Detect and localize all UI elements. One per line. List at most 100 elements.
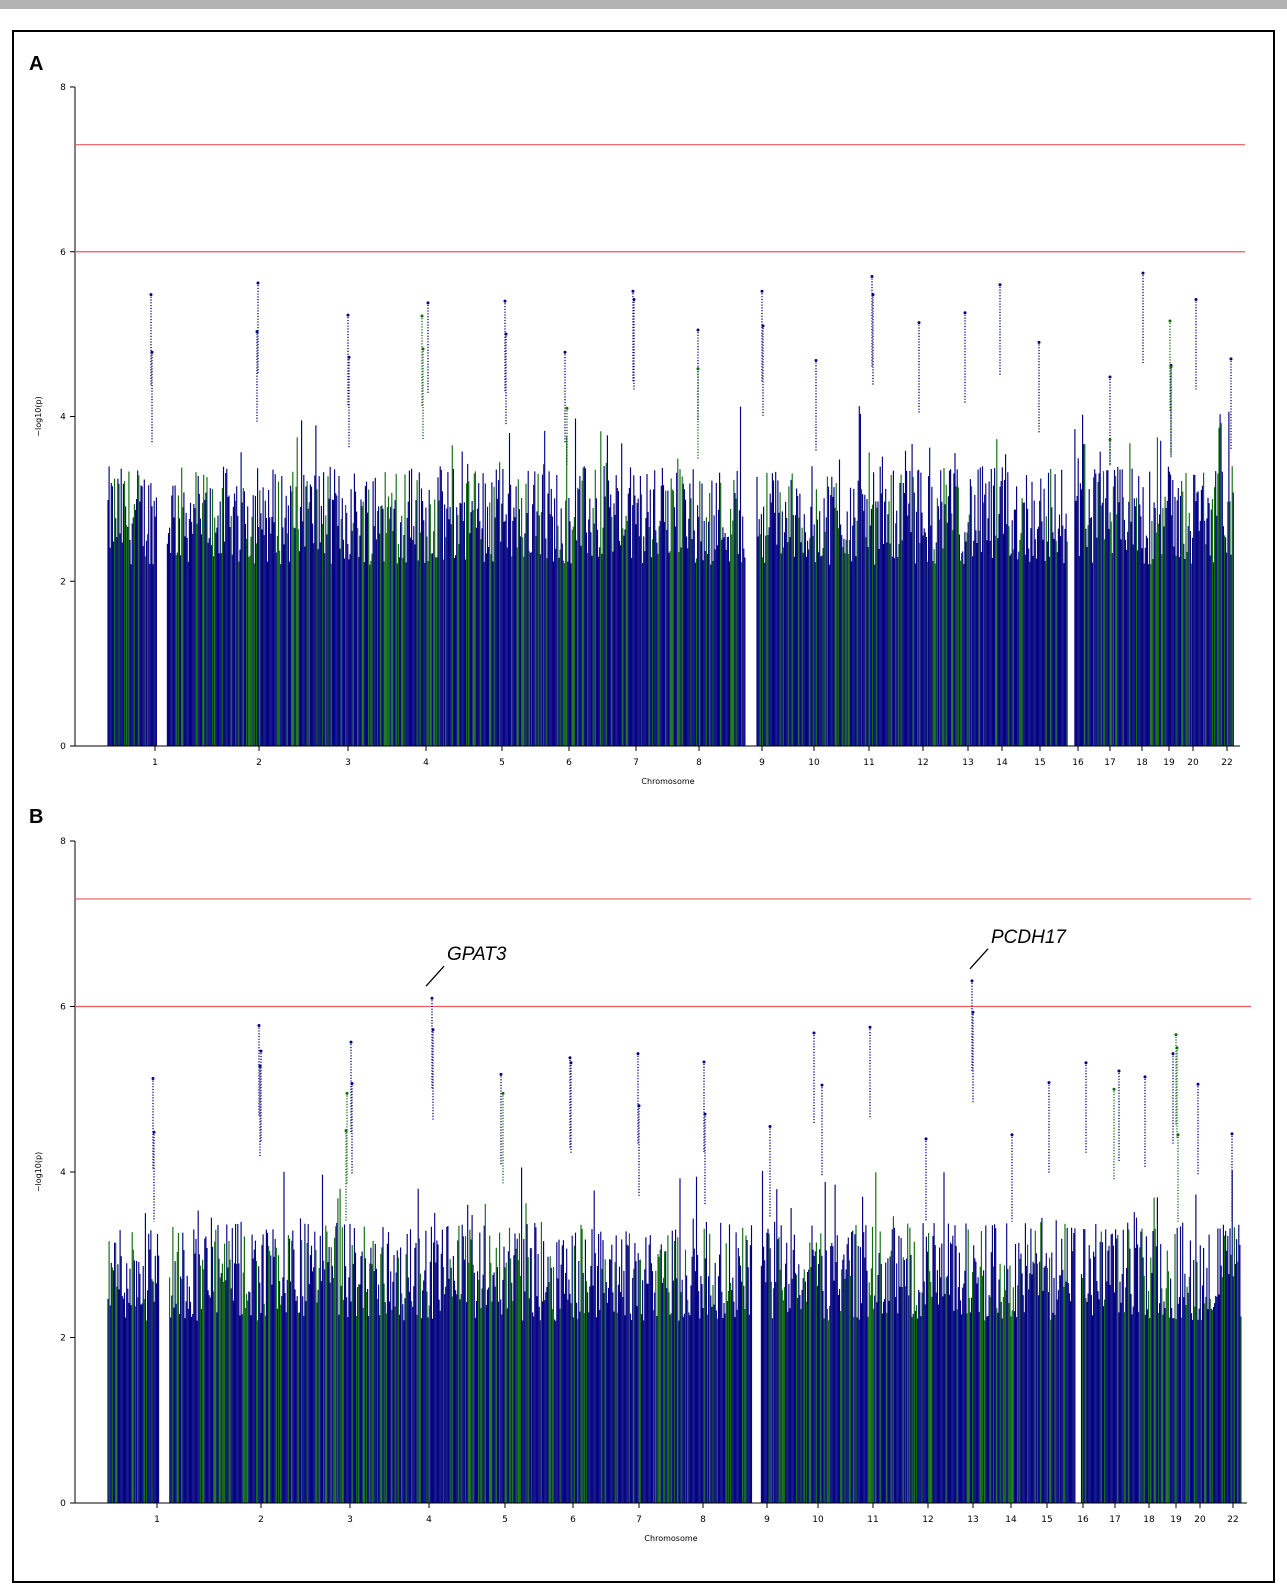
panel-b-data-point	[1084, 1061, 1088, 1065]
panel-a-data-point	[503, 299, 507, 303]
panel-a-x-tick-label: 1	[152, 758, 158, 768]
panel-b-data-point	[568, 1056, 572, 1060]
panel-b-data-point	[971, 1010, 975, 1014]
panel-a-data-point	[150, 350, 154, 354]
panel-a-x-tick-label: 5	[499, 758, 505, 768]
panel-b-data-point	[1047, 1081, 1051, 1085]
panel-a-data-point	[632, 298, 636, 302]
panel-b-x-tick-label: 9	[764, 1515, 770, 1525]
panel-a-x-tick-label: 17	[1104, 758, 1115, 768]
panel-b-data-point	[430, 996, 434, 1000]
panel-a-data-point	[1169, 365, 1173, 369]
panel-a-x-tick-label: 22	[1221, 758, 1232, 768]
panel-a-data-point	[1141, 271, 1145, 275]
panel-b-y-tick-label: 8	[60, 837, 66, 847]
panel-b-data-point	[569, 1061, 573, 1065]
panel-a-x-tick-label: 13	[962, 758, 973, 768]
panel-b-x-tick-label: 13	[967, 1515, 978, 1525]
panel-b-data-point	[1175, 1046, 1179, 1050]
panel-b-gene-label-pcdh17: PCDH17	[991, 927, 1067, 948]
panel-a-x-tick-label: 18	[1136, 758, 1148, 768]
panel-a-data-point	[760, 289, 764, 293]
panel-a-data-point	[426, 301, 430, 305]
panel-a-data-point	[963, 311, 967, 315]
panel-b-gene-label-gpat3: GPAT3	[447, 944, 507, 965]
panel-a-data-point	[420, 314, 424, 318]
panel-a-data-point	[1194, 298, 1198, 302]
panel-b-data-point	[970, 979, 974, 983]
panel-b-x-tick-label: 20	[1194, 1515, 1206, 1525]
panel-a-x-tick-label: 16	[1072, 758, 1084, 768]
panel-a-x-tick-label: 9	[759, 758, 765, 768]
panel-b-data-point	[257, 1024, 261, 1028]
panel-b-x-tick-label: 6	[570, 1515, 576, 1525]
panel-b-x-tick-label: 22	[1227, 1515, 1238, 1525]
panel-a-x-tick-label: 12	[917, 758, 928, 768]
panel-a-data-point	[998, 283, 1002, 287]
panel-a-data-point	[696, 328, 700, 332]
panel-b-data-point	[812, 1031, 816, 1035]
panel-a-x-axis-label: Chromosome	[641, 777, 694, 786]
top-border-bar	[0, 0, 1287, 9]
panel-a-data-point	[347, 355, 351, 359]
panel-b-x-tick-label: 3	[347, 1515, 353, 1525]
panel-b-y-tick-label: 0	[60, 1499, 66, 1509]
panel-a-data-point	[1037, 340, 1041, 344]
panel-b-y-tick-label: 2	[60, 1334, 66, 1344]
panel-a-data-point	[504, 332, 508, 336]
panel-b-annotation-leader	[425, 965, 445, 987]
panel-b-data-point	[152, 1130, 156, 1134]
panel-b-data-point	[350, 1081, 354, 1085]
panel-b-x-tick-label: 11	[867, 1515, 878, 1525]
panel-b-data-point	[702, 1060, 706, 1064]
panel-a-data-point	[631, 289, 635, 293]
panel-b-data-point	[637, 1104, 641, 1108]
panel-a-data-point	[1108, 438, 1112, 442]
panel-a-x-tick-label: 4	[423, 758, 429, 768]
panel-a-data-point	[1229, 357, 1233, 361]
panel-b-data-point	[345, 1091, 349, 1095]
panel-a-data-point	[563, 350, 567, 354]
panel-a-x-tick-label: 14	[996, 758, 1008, 768]
panel-label-a: A	[29, 53, 44, 75]
panel-a-data-point	[761, 324, 765, 328]
panel-b-data-point	[768, 1124, 772, 1128]
panel-a-x-tick-label: 11	[863, 758, 874, 768]
panel-b-x-tick-label: 12	[922, 1515, 933, 1525]
panel-b-data-point	[1112, 1087, 1116, 1091]
panel-a-y-tick-label: 0	[60, 742, 66, 752]
panel-b-x-tick-label: 5	[502, 1515, 508, 1525]
panel-b-x-tick-label: 1	[154, 1515, 160, 1525]
panel-a-x-tick-label: 7	[633, 758, 639, 768]
panel-b-data-point	[259, 1049, 263, 1053]
panel-a-x-tick-label: 19	[1163, 758, 1175, 768]
panel-b-x-tick-label: 19	[1170, 1515, 1182, 1525]
panel-b-data-point	[924, 1137, 928, 1141]
panel-a-x-tick-label: 20	[1187, 758, 1199, 768]
panel-b-data-point	[1230, 1132, 1234, 1136]
panel-a-data-point	[917, 321, 921, 325]
panel-b-x-tick-label: 2	[258, 1515, 264, 1525]
panel-b-x-axis-label: Chromosome	[644, 1534, 697, 1543]
panel-b-y-axis-label: −log10(p)	[34, 1152, 43, 1192]
panel-a-data-point	[346, 313, 350, 317]
panel-a-y-tick-label: 6	[60, 248, 66, 258]
panel-b-x-tick-label: 17	[1109, 1515, 1120, 1525]
panel-a-data-point	[1108, 375, 1112, 379]
panel-b-data-point	[151, 1076, 155, 1080]
panel-a-y-tick-label: 4	[60, 413, 66, 423]
panel-label-b: B	[29, 806, 44, 828]
panel-a-y-tick-label: 8	[60, 83, 66, 93]
panel-b-y-tick-label: 6	[60, 1003, 66, 1013]
panel-b-data-point	[1176, 1133, 1180, 1137]
panel-b-data-point	[1196, 1082, 1200, 1086]
panel-b-data-point	[501, 1091, 505, 1095]
panel-b-x-tick-label: 14	[1005, 1515, 1017, 1525]
panel-a-x-tick-label: 3	[345, 758, 351, 768]
panel-a-y-axis-label: −log10(p)	[34, 396, 43, 436]
panel-b-data-point	[703, 1112, 707, 1116]
panel-b-data-point	[499, 1072, 503, 1076]
panel-a-data-point	[814, 358, 818, 362]
panel-b-data-point	[431, 1028, 435, 1032]
